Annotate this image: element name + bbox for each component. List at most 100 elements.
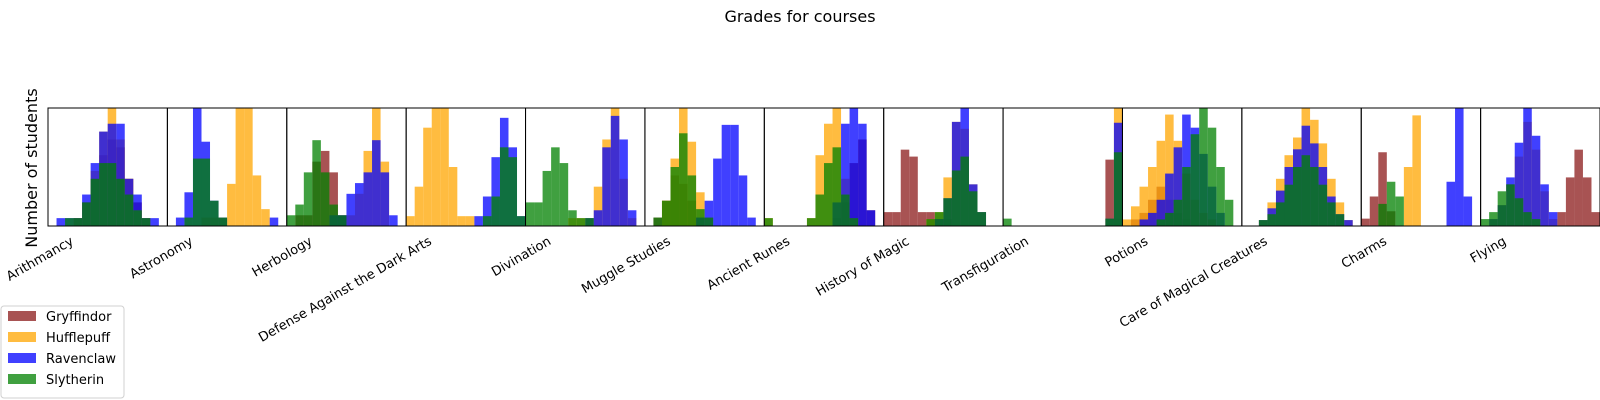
course-label-charms: Charms <box>1339 234 1390 272</box>
bar-arithmancy-slytherin-5 <box>90 178 100 226</box>
legend-label-ravenclaw: Ravenclaw <box>46 352 116 367</box>
bar-muggle-studies-slytherin-3 <box>670 167 680 226</box>
chart-title: Grades for courses <box>724 7 875 26</box>
bar-potions-slytherin-6 <box>1173 199 1183 226</box>
bar-divination-slytherin-7 <box>585 218 594 226</box>
bar-astronomy-hufflepuff-8 <box>235 108 245 226</box>
bar-defense-against-the-dark-arts-slytherin-13 <box>517 216 526 226</box>
course-label-history-of-magic: History of Magic <box>813 234 912 300</box>
bar-care-of-magical-creatures-slytherin-9 <box>1318 184 1328 226</box>
bar-history-of-magic-gryffindor-1 <box>892 212 901 226</box>
bar-flying-gryffindor-10 <box>1565 177 1575 226</box>
panel-frame-transfiguration <box>1002 107 1123 227</box>
bar-defense-against-the-dark-arts-hufflepuff-2 <box>423 127 432 226</box>
bar-defense-against-the-dark-arts-ravenclaw-8 <box>474 216 483 226</box>
y-axis-label: Number of students <box>22 88 41 247</box>
bar-charms-ravenclaw-11 <box>1455 108 1464 226</box>
bar-flying-ravenclaw-8 <box>1548 212 1558 226</box>
bar-defense-against-the-dark-arts-hufflepuff-6 <box>457 216 466 226</box>
bar-flying-slytherin-4 <box>1514 198 1524 226</box>
bar-potions-hufflepuff-5 <box>1165 114 1174 226</box>
bar-divination-slytherin-1 <box>534 202 543 226</box>
bar-defense-against-the-dark-arts-hufflepuff-4 <box>440 108 449 226</box>
bar-flying-slytherin-0 <box>1480 219 1490 226</box>
course-label-divination: Divination <box>489 234 554 280</box>
bar-care-of-magical-creatures-slytherin-4 <box>1275 202 1285 226</box>
bar-arithmancy-ravenclaw-8 <box>116 123 125 226</box>
bar-ancient-runes-slytherin-10 <box>849 218 859 226</box>
bar-care-of-magical-creatures-slytherin-3 <box>1267 214 1276 226</box>
bar-herbology-slytherin-1 <box>295 204 304 226</box>
bar-potions-slytherin-4 <box>1156 219 1166 226</box>
bar-herbology-ravenclaw-11 <box>380 172 390 226</box>
bar-herbology-slytherin-0 <box>286 215 296 226</box>
legend-label-hufflepuff: Hufflepuff <box>46 331 111 346</box>
bar-care-of-magical-creatures-slytherin-6 <box>1293 167 1302 226</box>
bar-herbology-ravenclaw-8 <box>354 183 364 226</box>
bar-charms-slytherin-2 <box>1378 203 1387 227</box>
course-label-muggle-studies: Muggle Studies <box>579 234 673 297</box>
bar-muggle-studies-slytherin-2 <box>661 200 671 226</box>
bar-muggle-studies-slytherin-6 <box>696 209 705 226</box>
bar-defense-against-the-dark-arts-slytherin-12 <box>508 157 518 226</box>
course-label-herbology: Herbology <box>250 234 316 281</box>
legend-swatch-slytherin <box>8 374 36 384</box>
bar-divination-ravenclaw-12 <box>627 210 637 226</box>
bar-muggle-studies-ravenclaw-11 <box>738 175 748 226</box>
bar-flying-ravenclaw-4 <box>1514 142 1524 226</box>
bar-care-of-magical-creatures-slytherin-10 <box>1327 202 1336 226</box>
bar-flying-ravenclaw-5 <box>1523 108 1532 226</box>
bar-charms-gryffindor-0 <box>1361 218 1370 227</box>
bar-potions-ravenclaw-3 <box>1148 212 1157 226</box>
bar-ancient-runes-slytherin-6 <box>815 194 824 226</box>
bar-ancient-runes-slytherin-9 <box>841 194 850 226</box>
bar-defense-against-the-dark-arts-hufflepuff-3 <box>431 108 441 226</box>
bar-potions-slytherin-5 <box>1165 212 1174 226</box>
panel-potions: Potions <box>1103 107 1243 271</box>
panel-herbology: Herbology <box>250 107 407 281</box>
bar-divination-hufflepuff-8 <box>593 186 603 226</box>
bar-history-of-magic-gryffindor-4 <box>917 212 927 226</box>
bar-potions-ravenclaw-6 <box>1173 147 1183 226</box>
bar-ancient-runes-ravenclaw-9 <box>841 123 850 226</box>
bar-divination-ravenclaw-8 <box>593 210 603 226</box>
bar-care-of-magical-creatures-slytherin-2 <box>1258 220 1268 226</box>
bar-arithmancy-slytherin-11 <box>141 218 151 226</box>
bar-astronomy-hufflepuff-9 <box>244 108 253 226</box>
bar-astronomy-slytherin-5 <box>210 200 219 226</box>
bar-divination-slytherin-6 <box>576 218 586 226</box>
legend-label-gryffindor: Gryffindor <box>46 310 112 325</box>
bar-muggle-studies-ravenclaw-8 <box>713 158 722 226</box>
bar-muggle-studies-ravenclaw-7 <box>704 200 714 226</box>
bar-potions-hufflepuff-0 <box>1122 219 1131 226</box>
course-label-flying: Flying <box>1468 234 1509 266</box>
bar-divination-ravenclaw-11 <box>619 139 628 226</box>
bar-potions-slytherin-11 <box>1216 167 1225 226</box>
bar-astronomy-ravenclaw-1 <box>175 217 185 226</box>
bar-muggle-studies-ravenclaw-10 <box>730 124 739 226</box>
bar-flying-ravenclaw-6 <box>1531 135 1541 226</box>
bar-history-of-magic-gryffindor-3 <box>909 156 918 226</box>
bar-divination-slytherin-0 <box>525 202 535 226</box>
bar-ancient-runes-ravenclaw-10 <box>849 108 859 226</box>
bar-care-of-magical-creatures-slytherin-11 <box>1335 214 1345 226</box>
bar-divination-ravenclaw-10 <box>610 115 620 226</box>
bar-divination-slytherin-4 <box>559 163 569 226</box>
bar-flying-ravenclaw-7 <box>1540 184 1549 226</box>
bar-astronomy-hufflepuff-7 <box>227 183 236 226</box>
bar-care-of-magical-creatures-slytherin-5 <box>1284 184 1294 226</box>
bar-ancient-runes-slytherin-0 <box>764 218 773 226</box>
bar-arithmancy-slytherin-9 <box>124 194 134 226</box>
bar-herbology-ravenclaw-9 <box>363 172 373 226</box>
bar-transfiguration-slytherin-12 <box>1105 218 1114 227</box>
bar-defense-against-the-dark-arts-ravenclaw-9 <box>482 196 492 226</box>
legend: Gryffindor Hufflepuff Ravenclaw Slytherin <box>0 305 125 399</box>
bar-defense-against-the-dark-arts-hufflepuff-0 <box>406 216 415 226</box>
bar-care-of-magical-creatures-slytherin-8 <box>1310 167 1319 226</box>
bar-divination-slytherin-5 <box>568 210 577 226</box>
bar-herbology-ravenclaw-7 <box>346 193 355 226</box>
bar-charms-hufflepuff-6 <box>1412 115 1421 227</box>
bar-flying-slytherin-5 <box>1523 212 1532 226</box>
bar-arithmancy-slytherin-6 <box>99 163 108 226</box>
bar-care-of-magical-creatures-ravenclaw-12 <box>1344 220 1353 226</box>
